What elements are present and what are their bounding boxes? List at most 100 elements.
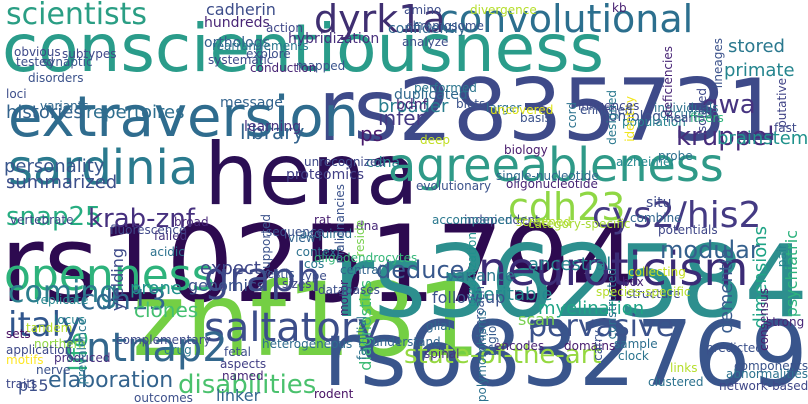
word-cloud-word: convolutional: [438, 0, 694, 41]
word-cloud-word: summarized: [6, 172, 118, 193]
word-cloud-word: outcomes: [134, 391, 193, 404]
word-cloud-word: situ: [646, 195, 672, 211]
word-cloud-word: bdnf: [396, 97, 428, 113]
word-cloud-word: sizes: [282, 277, 312, 291]
word-cloud-word: pair: [775, 244, 789, 268]
word-cloud-word: analyze: [402, 35, 449, 49]
word-cloud-word: tested: [16, 55, 55, 69]
word-cloud-word: understand: [372, 335, 441, 349]
word-cloud-word: stored: [728, 36, 785, 57]
word-cloud-word: extraversion: [8, 85, 360, 150]
word-cloud-word: action: [266, 21, 303, 35]
word-cloud-word: glial: [426, 319, 451, 333]
word-cloud-word: neuroticism: [478, 242, 749, 296]
word-cloud-word: deduce: [376, 256, 465, 284]
word-cloud-word: coming: [8, 275, 119, 310]
word-cloud-word: view: [288, 231, 316, 245]
word-cloud-word: links: [670, 361, 698, 375]
word-cloud-word: performed: [414, 81, 477, 95]
word-cloud-word: ancestral: [528, 254, 612, 275]
word-cloud-word: cos: [304, 257, 325, 271]
word-cloud-word: loci: [6, 87, 27, 101]
word-cloud-word: dementia: [716, 248, 737, 334]
word-cloud-word: box: [622, 275, 644, 289]
word-cloud-word: synaptic: [42, 55, 93, 69]
word-cloud-word: lineages: [711, 38, 725, 89]
word-cloud-word: agreeableness: [388, 138, 724, 192]
word-cloud-word: malignancies: [333, 184, 347, 264]
word-cloud-word: linker: [216, 386, 261, 404]
word-cloud-word: disorders: [28, 71, 84, 85]
word-cloud-word: prone: [130, 278, 182, 299]
word-cloud-word: p15: [18, 376, 49, 395]
word-cloud-word: alzheimer: [616, 155, 676, 169]
word-cloud-word: probe: [658, 149, 693, 163]
word-cloud-word: broad: [174, 215, 209, 229]
word-cloud-word: variants: [40, 99, 89, 113]
word-cloud-word: reside: [353, 220, 367, 257]
word-cloud-word: rs362584: [333, 223, 808, 340]
word-cloud-word: fetal: [224, 345, 251, 359]
word-cloud-word: acquired: [300, 227, 353, 241]
word-cloud-word: scientists: [6, 0, 148, 32]
word-cloud-word: oligodendrocytes: [314, 251, 418, 265]
word-cloud-word: yielding: [108, 248, 127, 312]
word-cloud-word: rearrangements: [212, 39, 309, 53]
word-cloud-word: independent: [464, 213, 540, 227]
word-cloud-word: rs10251794: [0, 203, 639, 326]
word-cloud-word: category-specific: [528, 217, 631, 231]
word-cloud-word: divergence: [470, 3, 537, 17]
word-cloud-word: mapped: [296, 59, 346, 73]
word-cloud-word: brainstem: [717, 128, 808, 149]
word-cloud-word: variance: [446, 266, 515, 285]
word-cloud-word: replicate: [36, 293, 89, 307]
word-cloud-word: predicted: [706, 341, 763, 355]
word-cloud-word: tandem: [26, 321, 73, 335]
word-cloud-word: snap25: [6, 202, 102, 232]
word-cloud-word: heart: [666, 111, 698, 125]
word-cloud-word: domains: [564, 339, 616, 353]
word-cloud-word: genomics: [188, 276, 266, 295]
word-cloud-word: infer: [378, 106, 424, 130]
word-cloud-word: sequence: [266, 225, 324, 239]
word-cloud-word: rs2835731: [318, 61, 782, 161]
word-cloud-word: evolutionary: [416, 179, 492, 193]
word-cloud-word: ps: [360, 122, 384, 146]
word-cloud-word: supported: [259, 214, 273, 276]
word-cloud-word: application: [6, 343, 73, 357]
word-cloud-word: failed: [154, 229, 188, 243]
word-cloud-word: biology: [504, 143, 548, 157]
word-cloud-word: enriched: [580, 103, 633, 117]
word-cloud-word: proteomics: [286, 167, 365, 183]
word-cloud-word: strong: [766, 315, 805, 329]
word-cloud-word: type: [300, 269, 327, 283]
word-cloud-word: combine: [630, 211, 682, 225]
word-cloud-word: collecting: [628, 265, 686, 279]
word-cloud-word: nerve: [36, 363, 71, 377]
word-cloud-word: screened: [516, 215, 571, 229]
word-cloud-word: larger: [486, 101, 522, 115]
word-cloud-word: northern: [34, 337, 86, 351]
word-cloud-word: amino: [404, 3, 442, 17]
word-cloud-word: broader: [378, 96, 449, 117]
word-cloud-word: heritable: [472, 284, 553, 305]
word-cloud-word: fluorescence: [110, 223, 187, 237]
word-cloud-word: elaboration: [48, 368, 174, 393]
word-cloud-word: deficiencies: [661, 46, 675, 118]
word-cloud-word: cntnap2: [64, 325, 228, 371]
word-cloud-word: individuals: [654, 101, 719, 115]
word-cloud-word: explore: [246, 47, 291, 61]
word-cloud-word: motifs: [6, 353, 44, 367]
word-cloud-word: scan: [518, 310, 556, 329]
word-cloud-word: constructed: [605, 268, 619, 340]
word-cloud-word: italy: [8, 305, 82, 345]
word-cloud-word: pervasive: [528, 309, 675, 344]
word-cloud-word: drug: [164, 343, 192, 357]
word-cloud-word: databases: [318, 283, 380, 297]
word-cloud-word: conduction: [250, 61, 317, 75]
word-cloud-word: basis: [520, 111, 551, 125]
word-cloud-word: state-of-the-art: [404, 340, 602, 370]
word-cloud-word: rat: [314, 213, 331, 227]
word-cloud-word: histories: [6, 102, 83, 123]
